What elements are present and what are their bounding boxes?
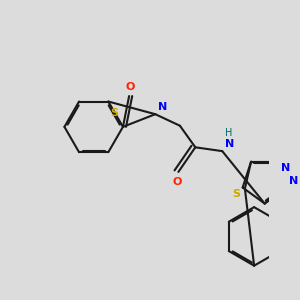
Text: O: O [126, 82, 135, 92]
Text: S: S [110, 108, 118, 118]
Text: N: N [158, 102, 167, 112]
Text: S: S [232, 189, 240, 199]
Text: N: N [289, 176, 298, 186]
Text: N: N [225, 139, 234, 149]
Text: O: O [172, 177, 182, 187]
Text: H: H [225, 128, 232, 138]
Text: N: N [280, 163, 290, 173]
